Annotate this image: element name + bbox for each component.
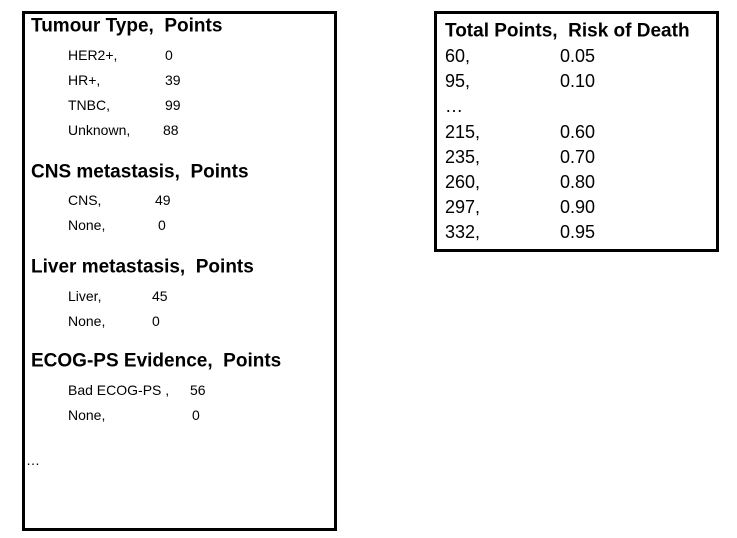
total-points: 297, (445, 197, 481, 218)
risk-of-death: 0.90 (560, 197, 596, 218)
row-points: 0 (158, 217, 166, 233)
total-points: 95, (445, 71, 471, 92)
total-points: 215, (445, 121, 481, 142)
row-label: Bad ECOG-PS , (68, 382, 170, 398)
row-points: 88 (163, 122, 179, 138)
ellipsis: … (26, 452, 40, 468)
row-label: CNS, (68, 192, 102, 208)
total-points: 332, (445, 222, 481, 243)
total-points: … (445, 96, 463, 117)
row-label: Liver, (68, 288, 102, 304)
row-label: None, (68, 407, 106, 423)
row-points: 99 (165, 97, 181, 113)
total-points: 260, (445, 172, 481, 192)
row-points: 0 (165, 47, 173, 63)
row-label: HER2+, (68, 47, 118, 63)
total-points: 235, (445, 146, 481, 167)
row-points: 39 (165, 72, 181, 88)
section-title: ECOG-PS Evidence, Points (31, 350, 282, 372)
risk-of-death: 0.95 (560, 222, 596, 243)
row-label: None, (68, 217, 106, 233)
row-points: 56 (190, 382, 206, 398)
points-panel (22, 11, 337, 531)
table-header: Total Points, Risk of Death (445, 20, 690, 42)
row-label: None, (68, 313, 106, 329)
risk-of-death: 0.10 (560, 71, 596, 92)
row-points: 0 (192, 407, 200, 423)
row-points: 45 (152, 288, 168, 304)
total-points: 60, (445, 46, 471, 66)
risk-of-death: 0.80 (560, 172, 596, 192)
section-title: Tumour Type, Points (31, 15, 223, 37)
section-title: Liver metastasis, Points (31, 256, 254, 278)
risk-of-death: 0.05 (560, 46, 596, 66)
risk-of-death: 0.60 (560, 121, 596, 142)
row-label: Unknown, (68, 122, 131, 138)
risk-panel (434, 11, 719, 252)
row-label: TNBC, (68, 97, 110, 113)
row-label: HR+, (68, 72, 101, 88)
risk-of-death: 0.70 (560, 146, 596, 167)
row-points: 49 (155, 192, 171, 208)
section-title: CNS metastasis, Points (31, 161, 249, 183)
row-points: 0 (152, 313, 160, 329)
